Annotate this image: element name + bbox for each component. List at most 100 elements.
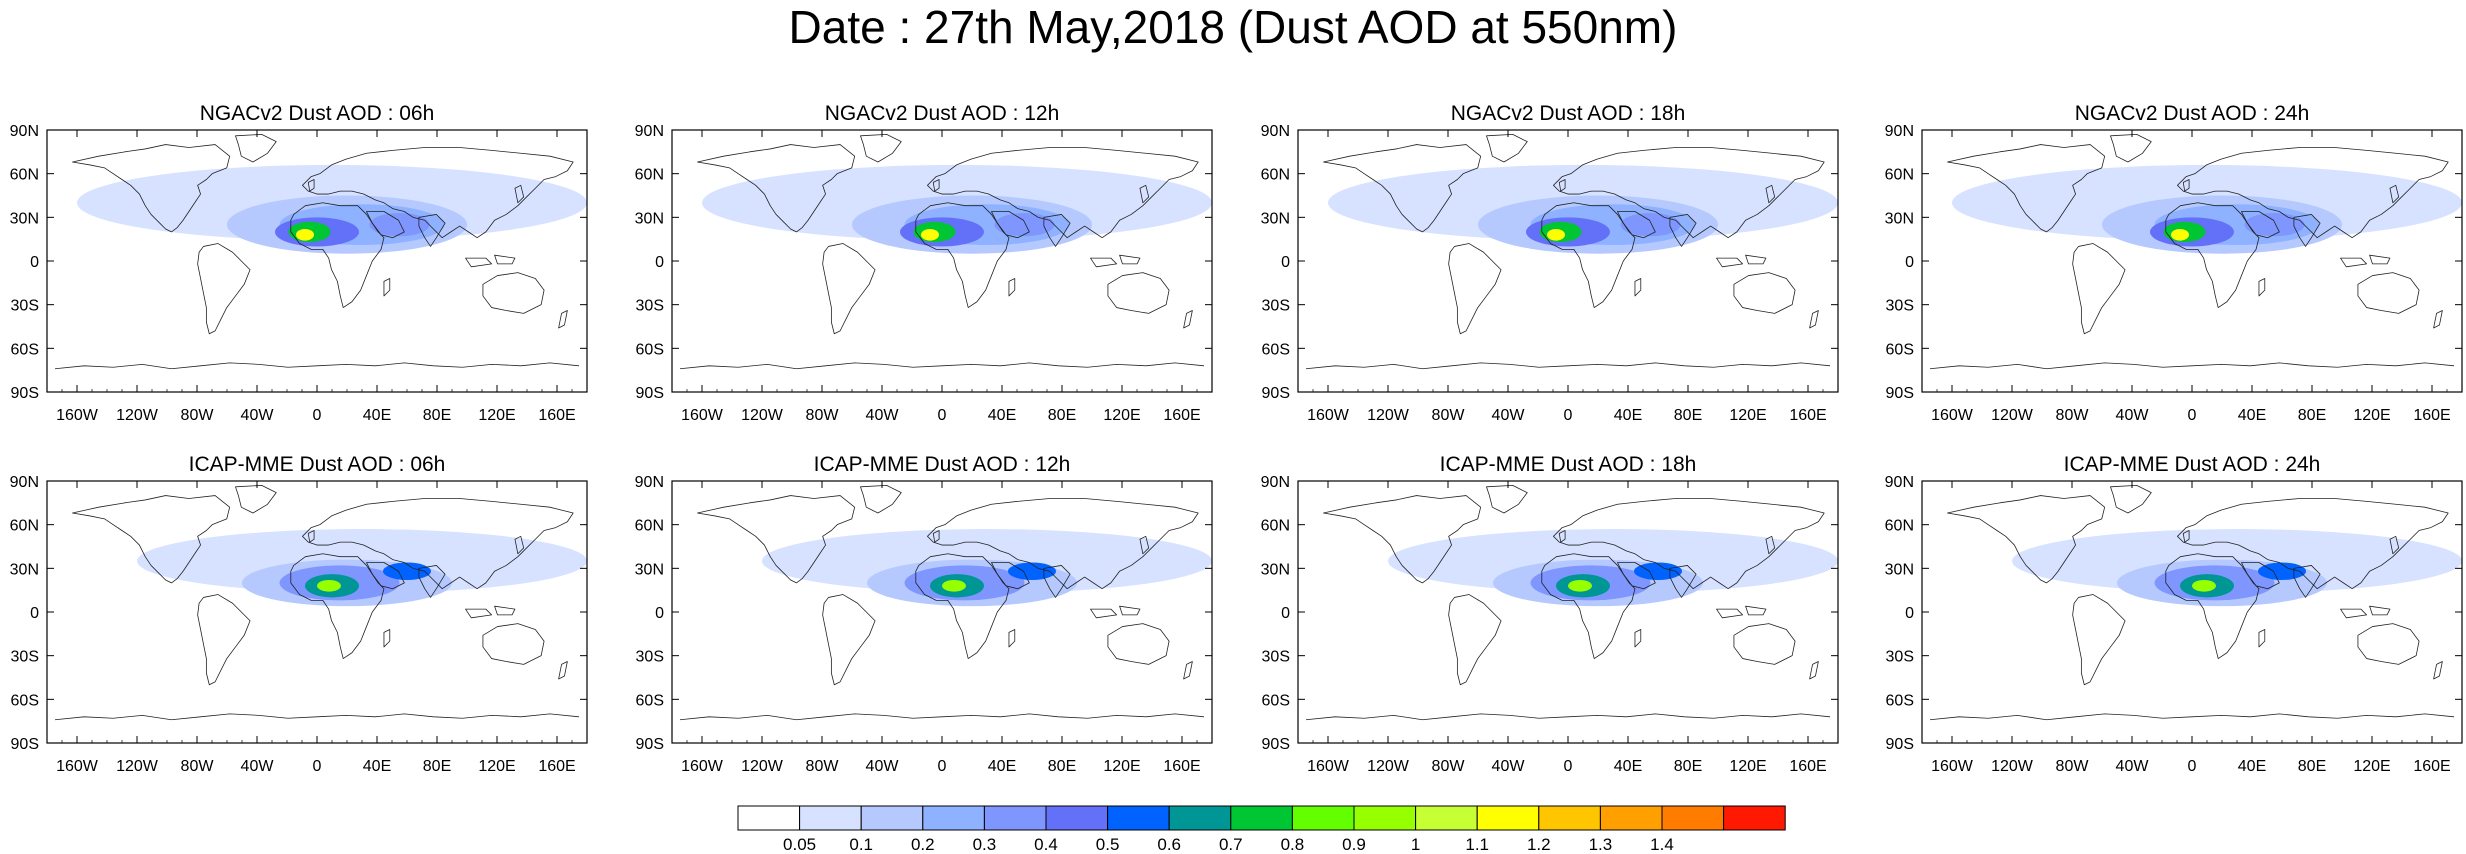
colorbar-cell <box>1476 805 1540 831</box>
lon-tick-label: 0 <box>2188 407 2197 424</box>
lat-tick-label: 90S <box>11 385 39 402</box>
colorbar-label: 1 <box>1411 835 1420 854</box>
lat-tick-label: 90N <box>1885 474 1914 491</box>
map-panel: NGACv2 Dust AOD : 12h 90N 60N 30N 0 30S 60S 90S… <box>635 102 1213 424</box>
lat-tick-label: 30N <box>1261 210 1290 227</box>
lon-tick-label: 80W <box>2056 758 2090 775</box>
aod-contour <box>1568 579 1592 592</box>
lon-tick-label: 120W <box>1991 758 2034 775</box>
lon-tick-label: 40W <box>866 758 900 775</box>
lon-tick-label: 40W <box>2116 758 2150 775</box>
colorbar-label: 1.4 <box>1650 835 1674 854</box>
colorbar-cell <box>1045 805 1109 831</box>
lon-tick-label: 0 <box>2188 758 2197 775</box>
lat-tick-label: 60N <box>1261 518 1290 535</box>
lon-tick-label: 80W <box>181 758 215 775</box>
map-background <box>47 481 587 743</box>
lon-tick-label: 120E <box>2353 758 2390 775</box>
lon-tick-label: 80E <box>423 758 451 775</box>
lat-tick-label: 0 <box>30 254 39 271</box>
lat-tick-label: 60S <box>1886 692 1914 709</box>
lon-tick-label: 40E <box>363 758 391 775</box>
aod-contour <box>1620 212 1681 237</box>
colorbar-label: 0.7 <box>1219 835 1243 854</box>
lat-tick-label: 60S <box>1262 341 1290 358</box>
lon-tick-label: 80E <box>423 407 451 424</box>
lon-tick-label: 80E <box>2298 758 2326 775</box>
lon-tick-label: 160E <box>2413 758 2450 775</box>
lat-tick-label: 60N <box>1885 167 1914 184</box>
lon-tick-label: 40W <box>2116 407 2150 424</box>
lat-tick-label: 90S <box>1262 736 1290 753</box>
colorbar-cell <box>1723 805 1786 831</box>
map-panel: ICAP-MME Dust AOD : 12h 90N 60N 30N 0 30S 60S 9… <box>635 453 1213 775</box>
lon-tick-label: 0 <box>313 407 322 424</box>
colorbar-cell <box>1599 805 1663 831</box>
aod-contour <box>2192 579 2216 592</box>
lon-tick-label: 120E <box>1103 758 1140 775</box>
colorbar-label: 0.05 <box>783 835 816 854</box>
colorbar-label: 0.8 <box>1281 835 1305 854</box>
lat-tick-label: 30N <box>10 210 39 227</box>
lat-tick-label: 30N <box>1885 210 1914 227</box>
lat-tick-label: 60N <box>10 167 39 184</box>
lat-tick-label: 90S <box>1886 736 1914 753</box>
lon-tick-label: 40W <box>241 407 275 424</box>
lon-tick-label: 160W <box>1931 407 1974 424</box>
panel-title: ICAP-MME Dust AOD : 06h <box>189 453 446 476</box>
lat-tick-label: 0 <box>30 605 39 622</box>
lat-tick-label: 60S <box>1262 692 1290 709</box>
lon-tick-label: 120W <box>741 758 784 775</box>
lon-tick-label: 160E <box>1789 758 1826 775</box>
colorbar-cell <box>1353 805 1417 831</box>
lat-tick-label: 0 <box>1281 605 1290 622</box>
lat-tick-label: 60S <box>636 692 664 709</box>
lat-tick-label: 90N <box>10 123 39 140</box>
panel-title: ICAP-MME Dust AOD : 24h <box>2064 453 2321 476</box>
lat-tick-label: 30S <box>1262 649 1290 666</box>
figure-title: Date : 27th May,2018 (Dust AOD at 550nm) <box>788 1 1678 53</box>
colorbar-label: 0.6 <box>1157 835 1181 854</box>
colorbar-cell <box>922 805 985 831</box>
map-panel: NGACv2 Dust AOD : 24h 90N 60N 30N 0 30S 60S 90S… <box>1885 102 2463 424</box>
colorbar-label: 1.2 <box>1527 835 1551 854</box>
lon-tick-label: 0 <box>938 407 947 424</box>
colorbar-label: 1.3 <box>1589 835 1613 854</box>
lat-tick-label: 60N <box>635 518 664 535</box>
lon-tick-label: 80E <box>1048 407 1076 424</box>
lat-tick-label: 90N <box>635 123 664 140</box>
lon-tick-label: 160E <box>1163 758 1200 775</box>
lon-tick-label: 40E <box>1614 758 1642 775</box>
lon-tick-label: 120W <box>1367 758 1410 775</box>
aod-contour <box>942 579 966 592</box>
lon-tick-label: 160W <box>1931 758 1974 775</box>
colorbar-cell <box>1538 805 1601 831</box>
lat-tick-label: 30N <box>635 210 664 227</box>
aod-contour <box>2244 212 2305 237</box>
lon-tick-label: 40E <box>2238 407 2266 424</box>
lon-tick-label: 80E <box>1048 758 1076 775</box>
lat-tick-label: 30S <box>636 298 664 315</box>
lat-tick-label: 60S <box>11 341 39 358</box>
lon-tick-label: 160W <box>681 407 724 424</box>
lat-tick-label: 60N <box>1885 518 1914 535</box>
map-panel: NGACv2 Dust AOD : 06h 90N 60N 30N 0 30S 60S 90S… <box>10 102 588 424</box>
colorbar-cell <box>1230 805 1293 831</box>
lat-tick-label: 60N <box>1261 167 1290 184</box>
panel-title: ICAP-MME Dust AOD : 18h <box>1440 453 1697 476</box>
colorbar-label: 0.1 <box>849 835 873 854</box>
panel-title: NGACv2 Dust AOD : 24h <box>2075 102 2310 125</box>
lon-tick-label: 40W <box>241 758 275 775</box>
lat-tick-label: 30N <box>1261 561 1290 578</box>
aod-contour <box>921 228 939 241</box>
map-background <box>1922 481 2462 743</box>
lat-tick-label: 30S <box>1886 298 1914 315</box>
lon-tick-label: 0 <box>313 758 322 775</box>
map-panel: ICAP-MME Dust AOD : 18h 90N 60N 30N 0 30S 60S 9… <box>1261 453 1839 775</box>
map-background <box>1298 481 1838 743</box>
lon-tick-label: 40W <box>866 407 900 424</box>
lat-tick-label: 0 <box>1905 254 1914 271</box>
map-panel: ICAP-MME Dust AOD : 24h 90N 60N 30N 0 30S 60S 9… <box>1885 453 2463 775</box>
lon-tick-label: 80E <box>1674 407 1702 424</box>
lon-tick-label: 160W <box>1307 758 1350 775</box>
